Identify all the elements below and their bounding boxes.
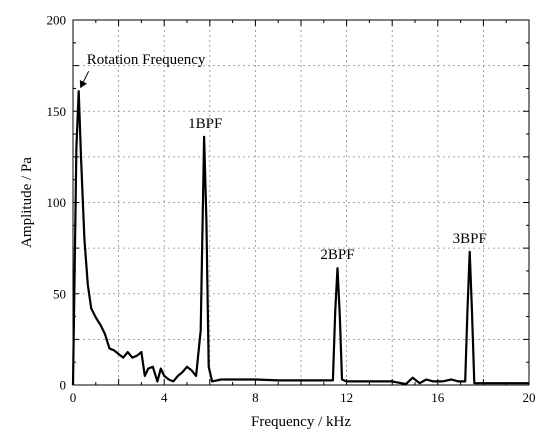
y-tick-label: 200 xyxy=(47,13,67,28)
x-tick-label: 16 xyxy=(431,390,445,405)
x-axis-title: Frequency / kHz xyxy=(251,414,351,430)
y-tick-label: 50 xyxy=(53,286,66,301)
annotation-1bpf: 1BPF xyxy=(188,116,222,132)
amplitude-series-line xyxy=(71,90,529,386)
annotation-rotation-frequency: Rotation Frequency xyxy=(87,52,206,68)
x-tick-label: 4 xyxy=(161,390,168,405)
x-tick-label: 0 xyxy=(70,390,77,405)
x-tick-label: 20 xyxy=(523,390,536,405)
annotations: Rotation Frequency 1BPF 2BPF 3BPF xyxy=(79,52,487,263)
annotation-3bpf: 3BPF xyxy=(453,231,487,247)
annotation-2bpf: 2BPF xyxy=(320,247,354,263)
y-tick-label: 150 xyxy=(47,104,67,119)
grid xyxy=(73,20,529,385)
x-tick-label: 12 xyxy=(340,390,353,405)
y-axis-title: Amplitude / Pa xyxy=(19,157,35,248)
y-tick-label: 100 xyxy=(47,195,67,210)
y-tick-label: 0 xyxy=(60,378,67,393)
annotation-arrow xyxy=(79,70,90,89)
x-tick-label: 8 xyxy=(252,390,259,405)
